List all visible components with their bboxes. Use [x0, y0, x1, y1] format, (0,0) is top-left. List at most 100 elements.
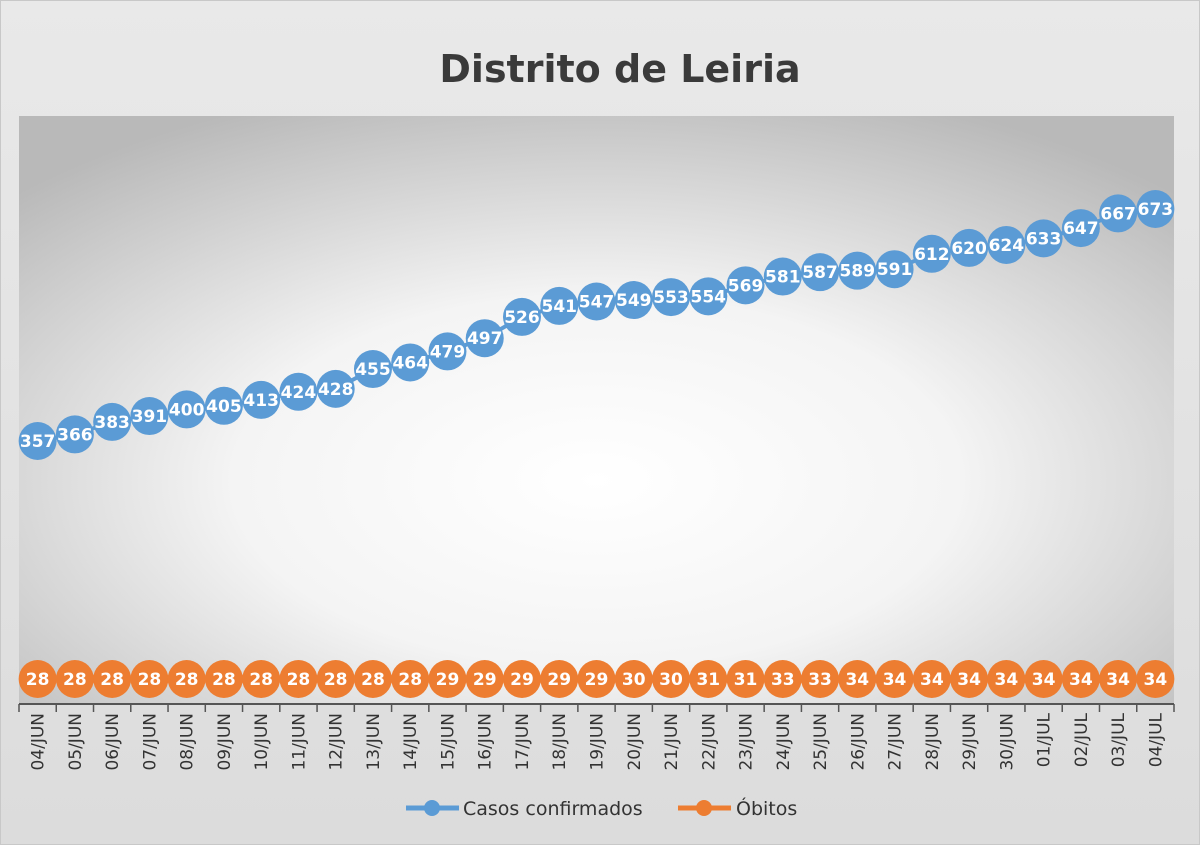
data-point-obitos: [726, 660, 765, 698]
data-label-casos: 612: [914, 245, 950, 265]
data-label-casos: 383: [94, 413, 130, 433]
x-tick-label: 05/JUN: [66, 713, 86, 771]
data-point-casos: [204, 386, 243, 425]
data-label-casos: 587: [802, 263, 838, 283]
data-label-casos: 647: [1063, 219, 1099, 239]
data-point-obitos: [689, 660, 728, 698]
data-point-casos: [577, 282, 616, 321]
data-point-casos: [801, 253, 840, 292]
data-label-casos: 479: [430, 342, 466, 362]
data-point-casos: [391, 343, 430, 382]
data-point-casos: [1136, 190, 1175, 228]
data-point-obitos: [987, 660, 1026, 698]
data-label-obitos: 29: [585, 670, 609, 690]
data-label-obitos: 34: [995, 670, 1019, 690]
x-tick-label: 20/JUN: [625, 713, 645, 771]
data-point-obitos: [614, 660, 653, 698]
data-point-casos: [1061, 209, 1100, 248]
data-label-obitos: 31: [696, 670, 720, 690]
x-axis-labels: 04/JUN 05/JUN 06/JUN 07/JUN 08/JUN 09/JUN 10/J…: [29, 712, 1167, 770]
data-point-casos: [987, 225, 1026, 264]
data-point-casos: [652, 278, 691, 317]
x-tick-label: 28/JUN: [923, 713, 943, 771]
data-point-obitos: [577, 660, 616, 698]
data-label-obitos: 28: [175, 670, 199, 690]
data-label-casos: 633: [1026, 229, 1062, 249]
data-point-obitos: [279, 660, 318, 698]
data-point-obitos: [875, 660, 914, 698]
x-tick-label: 24/JUN: [774, 713, 794, 771]
data-point-obitos: [1099, 660, 1138, 698]
data-label-casos: 413: [243, 391, 279, 411]
data-label-casos: 549: [616, 291, 652, 311]
data-label-casos: 428: [318, 380, 354, 400]
x-tick-label: 12/JUN: [327, 713, 347, 771]
data-label-obitos: 34: [957, 670, 981, 690]
data-label-obitos: 28: [249, 670, 273, 690]
chart-title: Distrito de Leiria: [439, 47, 800, 91]
data-label-casos: 526: [504, 308, 540, 328]
data-label-casos: 357: [20, 432, 56, 452]
data-label-casos: 547: [579, 293, 615, 313]
data-label-casos: 667: [1100, 204, 1136, 224]
data-label-obitos: 34: [1144, 670, 1168, 690]
x-tick-label: 01/JUL: [1035, 712, 1055, 767]
data-label-casos: 620: [951, 239, 987, 259]
x-tick-label: 21/JUN: [662, 713, 682, 771]
data-label-casos: 400: [169, 400, 205, 420]
data-point-obitos: [912, 660, 951, 698]
data-point-obitos: [242, 660, 281, 698]
data-label-obitos: 28: [100, 670, 124, 690]
data-point-casos: [726, 266, 765, 305]
data-label-obitos: 34: [845, 670, 869, 690]
x-tick-label: 04/JUN: [29, 713, 49, 771]
data-label-obitos: 28: [398, 670, 422, 690]
x-tick-label: 06/JUN: [103, 713, 123, 771]
data-point-casos: [55, 415, 94, 454]
x-tick-label: 17/JUN: [513, 713, 533, 771]
x-tick-label: 18/JUN: [550, 713, 570, 771]
data-point-casos: [428, 332, 467, 371]
x-tick-label: 30/JUN: [997, 713, 1017, 771]
data-label-casos: 589: [840, 262, 876, 282]
data-point-obitos: [93, 660, 132, 698]
data-label-obitos: 28: [63, 670, 87, 690]
data-point-obitos: [1061, 660, 1100, 698]
data-label-casos: 624: [989, 236, 1025, 256]
x-tick-label: 19/JUN: [588, 713, 608, 771]
data-point-obitos: [55, 660, 94, 698]
data-label-casos: 673: [1138, 200, 1174, 220]
x-tick-label: 08/JUN: [178, 713, 198, 771]
data-point-obitos: [353, 660, 392, 698]
data-label-casos: 391: [132, 407, 168, 427]
data-point-casos: [912, 234, 951, 273]
data-point-casos: [279, 372, 318, 411]
data-point-obitos: [204, 660, 243, 698]
data-point-obitos: [465, 660, 504, 698]
x-tick-label: 15/JUN: [438, 713, 458, 771]
x-tick-label: 07/JUN: [140, 713, 160, 771]
x-tick-label: 25/JUN: [811, 713, 831, 771]
data-point-casos: [502, 297, 541, 336]
data-point-casos: [353, 350, 392, 389]
data-point-obitos: [838, 660, 877, 698]
data-point-casos: [763, 257, 802, 296]
data-label-casos: 541: [541, 297, 577, 317]
data-point-obitos: [950, 660, 989, 698]
data-point-obitos: [18, 660, 57, 698]
data-point-obitos: [763, 660, 802, 698]
data-label-obitos: 29: [547, 670, 571, 690]
data-point-casos: [614, 281, 653, 320]
data-label-casos: 554: [691, 287, 727, 307]
data-label-obitos: 31: [734, 670, 758, 690]
data-label-obitos: 30: [622, 670, 646, 690]
data-label-obitos: 28: [138, 670, 162, 690]
data-point-obitos: [391, 660, 430, 698]
data-point-obitos: [130, 660, 169, 698]
data-label-casos: 405: [206, 397, 242, 417]
legend-label-casos: Casos confirmados: [463, 798, 643, 820]
data-point-casos: [838, 251, 877, 290]
data-label-casos: 424: [281, 383, 317, 403]
